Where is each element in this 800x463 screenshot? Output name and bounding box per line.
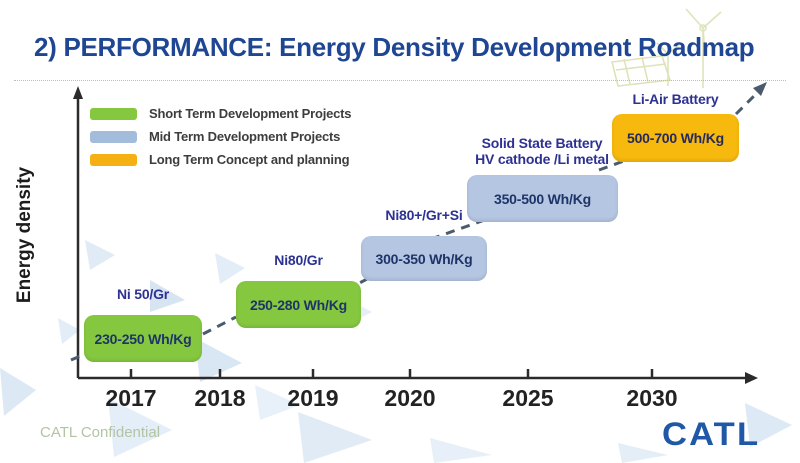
milestone-box-2030: 500-700 Wh/Kg (612, 114, 739, 162)
mid-term-swatch (90, 130, 137, 143)
legend-item-mid-term: Mid Term Development Projects (90, 125, 351, 148)
x-tick-2020: 2020 (384, 385, 436, 411)
y-axis-arrow-icon (73, 86, 83, 99)
legend-item-long-term: Long Term Concept and planning (90, 148, 351, 171)
short-term-swatch (90, 107, 137, 120)
legend: Short Term Development Projects Mid Term… (90, 102, 352, 171)
x-tick-2025: 2025 (502, 385, 554, 411)
x-tick-2019: 2019 (287, 385, 339, 411)
legend-item-short-term: Short Term Development Projects (90, 102, 352, 125)
milestone-label-solid-state: Solid State Battery HV cathode /Li metal (475, 135, 609, 167)
x-tick-2017: 2017 (105, 385, 157, 411)
x-tick-2030: 2030 (626, 385, 678, 411)
x-axis-arrow-icon (745, 372, 758, 384)
page-title: 2) PERFORMANCE: Energy Density Developme… (34, 32, 755, 62)
long-term-swatch (90, 153, 137, 166)
trend-arrow-icon (753, 82, 767, 96)
legend-label: Long Term Concept and planning (149, 152, 350, 167)
y-axis-label: Energy density (14, 166, 35, 304)
milestone-box-2020: 300-350 Wh/Kg (361, 236, 487, 281)
legend-label: Short Term Development Projects (149, 106, 352, 121)
title-separator (14, 80, 786, 81)
milestone-box-2019: 250-280 Wh/Kg (236, 281, 361, 328)
x-tick-2018: 2018 (194, 385, 246, 411)
milestone-box-2025: 350-500 Wh/Kg (467, 175, 618, 222)
milestone-label-ni80-gr: Ni80/Gr (274, 252, 323, 268)
catl-logo: CATL (662, 416, 761, 452)
x-axis (78, 369, 747, 380)
milestone-label-ni50-gr: Ni 50/Gr (116, 286, 170, 302)
legend-label: Mid Term Development Projects (149, 129, 341, 144)
confidential-watermark: CATL Confidential (40, 424, 161, 441)
milestone-label-li-air: Li-Air Battery (632, 91, 719, 107)
milestone-box-2017: 230-250 Wh/Kg (84, 315, 202, 362)
